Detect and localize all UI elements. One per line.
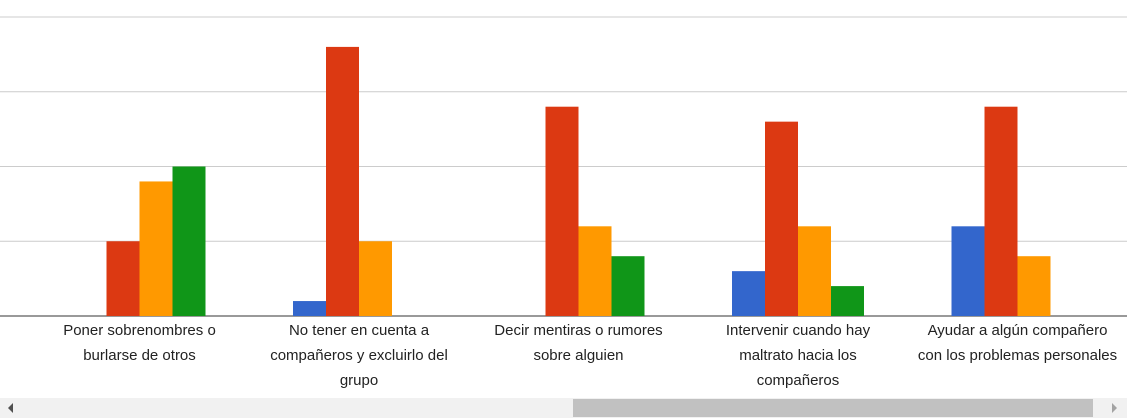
bar bbox=[732, 271, 765, 316]
scroll-left-arrow[interactable] bbox=[8, 403, 13, 413]
x-tick-label: No tener en cuenta a compañeros y exclui… bbox=[270, 322, 448, 389]
bar bbox=[139, 181, 173, 316]
bar bbox=[831, 286, 864, 316]
x-tick-label: Ayudar a algún compañero con los problem… bbox=[917, 322, 1118, 364]
bar bbox=[611, 256, 645, 316]
x-tick-label: Poner sobrenombres o burlarse de otros bbox=[63, 322, 216, 364]
bar bbox=[545, 106, 579, 316]
bar bbox=[798, 226, 831, 316]
bar bbox=[984, 106, 1018, 316]
bar bbox=[1017, 256, 1051, 316]
bar bbox=[578, 226, 612, 316]
bar bbox=[293, 301, 326, 316]
bar bbox=[765, 121, 798, 317]
scroll-right-arrow[interactable] bbox=[1112, 403, 1117, 413]
bar bbox=[106, 241, 140, 316]
bar bbox=[359, 241, 392, 316]
x-tick-label: Intervenir cuando hay maltrato hacia los… bbox=[725, 322, 871, 389]
bar bbox=[172, 166, 206, 316]
scrollbar-thumb[interactable] bbox=[573, 399, 1093, 417]
bar bbox=[951, 226, 985, 316]
bar bbox=[326, 46, 359, 317]
x-tick-label: Decir mentiras o rumores sobre alguien bbox=[494, 322, 663, 364]
